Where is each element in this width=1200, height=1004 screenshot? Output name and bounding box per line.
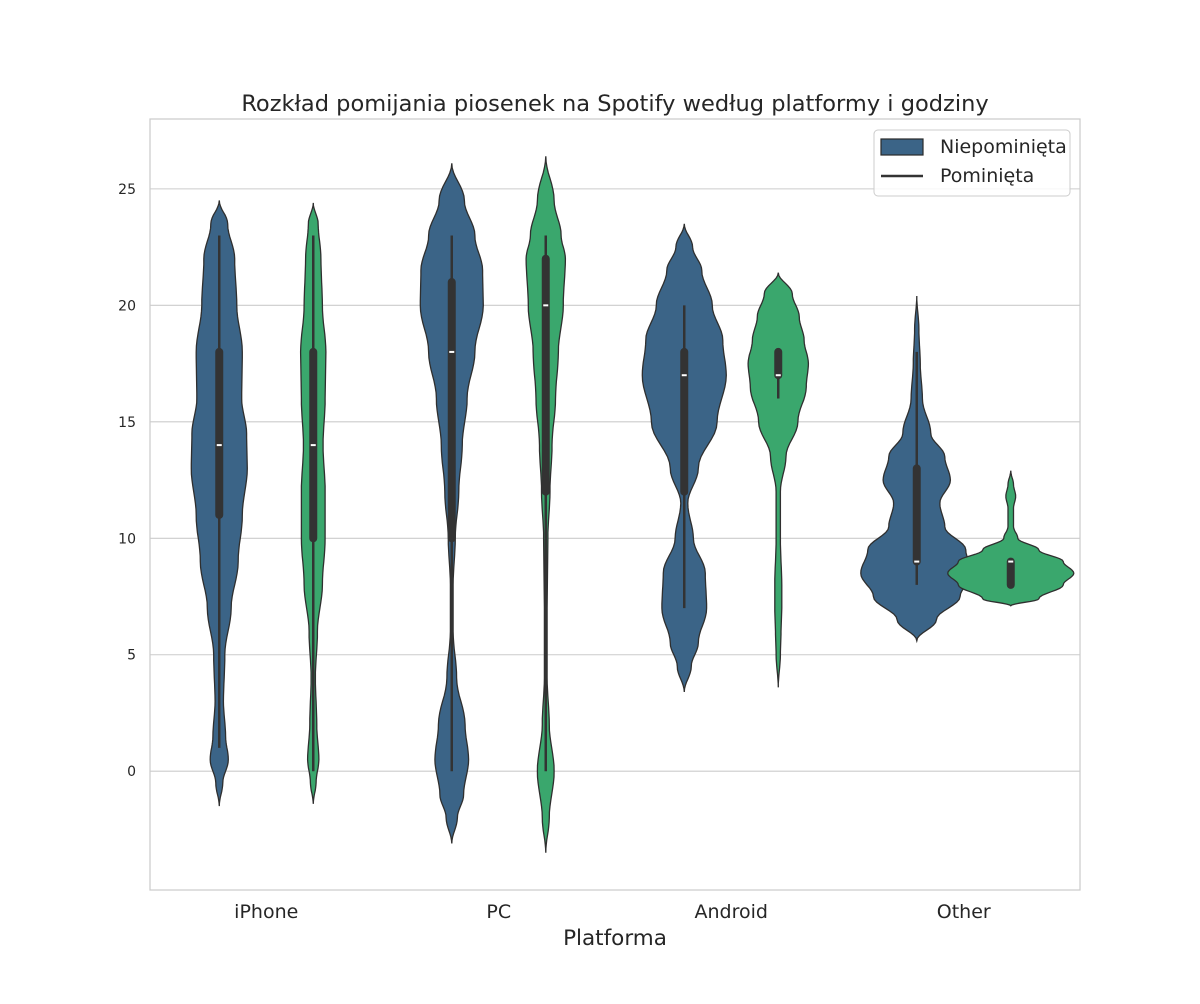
x-tick-label-pc: PC <box>486 901 511 923</box>
legend-label-niepominieta: Niepominięta <box>940 136 1067 158</box>
violins <box>190 156 1075 853</box>
y-tick-label-15: 15 <box>118 415 136 431</box>
x-axis-label: Platforma <box>563 926 667 951</box>
plot-frame <box>149 118 1081 891</box>
violin-other-pominieta <box>947 470 1075 607</box>
legend-label-pominieta: Pominięta <box>940 165 1034 187</box>
violin-android-pominieta <box>747 272 810 688</box>
y-tick-label-25: 25 <box>118 182 136 198</box>
x-tick-label-iphone: iPhone <box>234 901 298 923</box>
legend-swatch-niepominieta <box>880 138 924 156</box>
y-tick-labels: 0 5 10 15 20 25 <box>118 182 136 780</box>
y-tick-label-10: 10 <box>118 531 136 547</box>
chart-title: Rozkład pomijania piosenek na Spotify we… <box>241 91 988 117</box>
y-tick-label-0: 0 <box>127 764 136 780</box>
legend: Niepominięta Pominięta <box>873 129 1071 197</box>
x-tick-label-other: Other <box>937 901 991 923</box>
x-tick-labels: iPhone PC Android Other <box>234 901 991 923</box>
x-tick-label-android: Android <box>695 901 768 923</box>
y-tick-label-5: 5 <box>127 648 136 664</box>
y-tick-label-20: 20 <box>118 298 136 314</box>
